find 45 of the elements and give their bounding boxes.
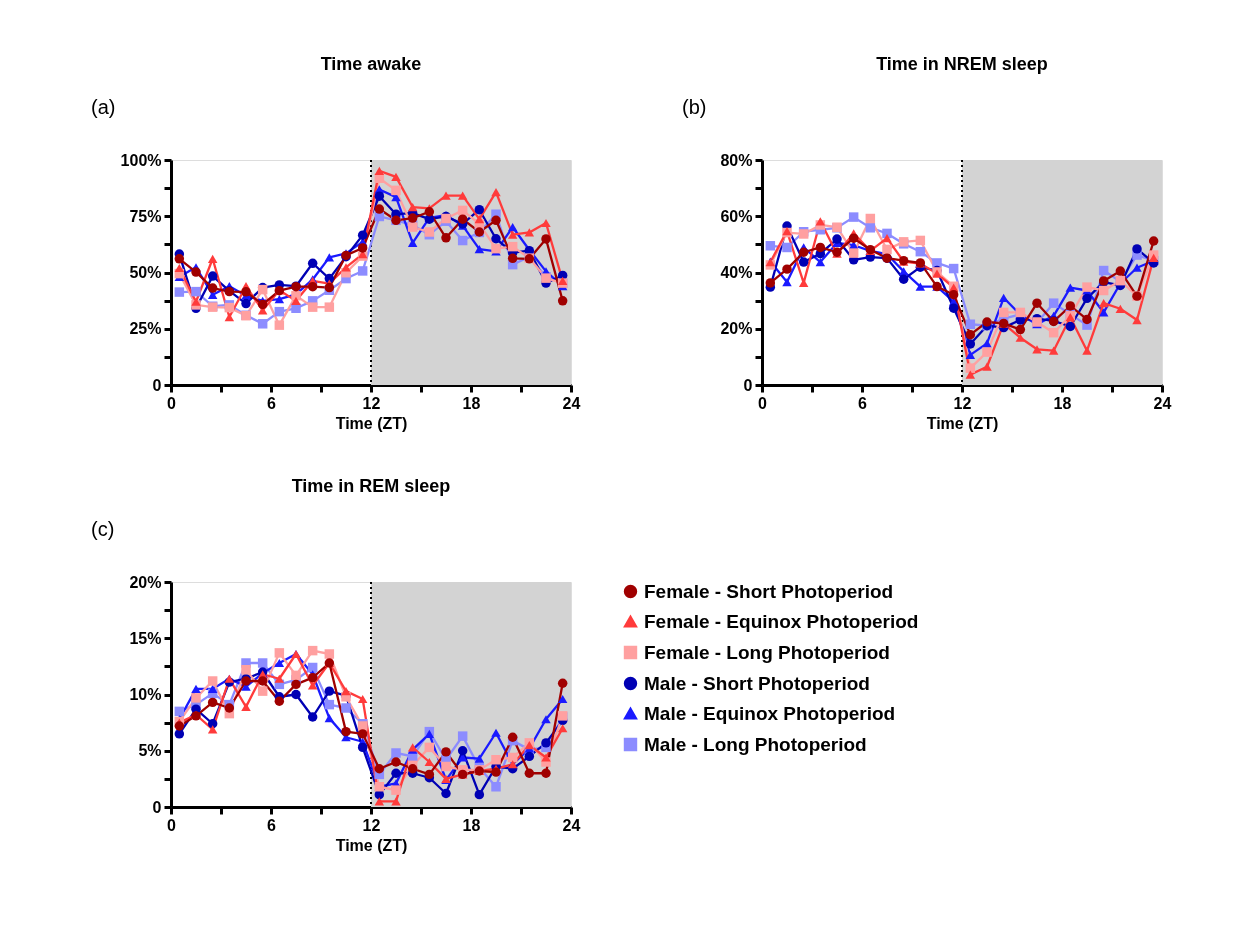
y-tick-label: 20% <box>129 573 162 591</box>
y-tick-label: 25% <box>129 320 162 338</box>
text: (b) <box>682 96 707 118</box>
x-tick-label: 0 <box>758 394 768 412</box>
x-axis-title: Time (ZT) <box>926 414 999 432</box>
legend-label: Female - Long Photoperiod <box>644 641 890 663</box>
x-tick-label: 0 <box>167 394 177 412</box>
y-tick-label: 10% <box>129 686 162 703</box>
x-tick-label: 12 <box>953 394 972 412</box>
legend-label: Male - Short Photoperiod <box>644 672 870 694</box>
legend-label: Male - Long Photoperiod <box>644 733 867 755</box>
legend-label: Female - Equinox Photoperiod <box>644 610 919 632</box>
y-tick-label: 0 <box>152 798 162 816</box>
y-tick-label: 75% <box>129 207 162 225</box>
x-tick-label: 12 <box>362 394 381 412</box>
chart-title: Time awake <box>320 54 422 74</box>
y-tick-label: 100% <box>120 151 162 169</box>
x-tick-label: 24 <box>1153 394 1172 412</box>
y-tick-label: 60% <box>720 207 753 225</box>
x-axis-title: Time (ZT) <box>335 414 408 432</box>
y-tick-label: 80% <box>720 151 753 169</box>
legend-label: Female - Short Photoperiod <box>644 580 894 602</box>
y-tick-label: 0 <box>152 376 162 394</box>
y-tick-label: 0 <box>743 376 753 394</box>
chart-title: Time in NREM sleep <box>876 54 1048 74</box>
y-tick-label: 15% <box>129 629 162 647</box>
x-tick-label: 0 <box>167 816 177 834</box>
x-tick-label: 6 <box>858 394 868 412</box>
y-tick-label: 50% <box>129 264 162 281</box>
text: (a) <box>91 96 116 118</box>
text: (c) <box>91 518 115 540</box>
legend-label: Male - Equinox Photoperiod <box>644 702 896 724</box>
x-tick-label: 6 <box>267 394 277 412</box>
y-tick-label: 5% <box>138 742 162 760</box>
x-axis-title: Time (ZT) <box>335 836 408 854</box>
x-tick-label: 18 <box>1053 394 1072 412</box>
x-tick-label: 18 <box>462 394 481 412</box>
x-tick-label: 18 <box>462 816 481 834</box>
y-tick-label: 20% <box>720 320 753 338</box>
chart-title: Time in REM sleep <box>291 476 451 496</box>
x-tick-label: 24 <box>562 394 581 412</box>
x-tick-label: 6 <box>267 816 277 834</box>
x-tick-label: 12 <box>362 816 381 834</box>
x-tick-label: 24 <box>562 816 581 834</box>
y-tick-label: 40% <box>720 264 753 281</box>
